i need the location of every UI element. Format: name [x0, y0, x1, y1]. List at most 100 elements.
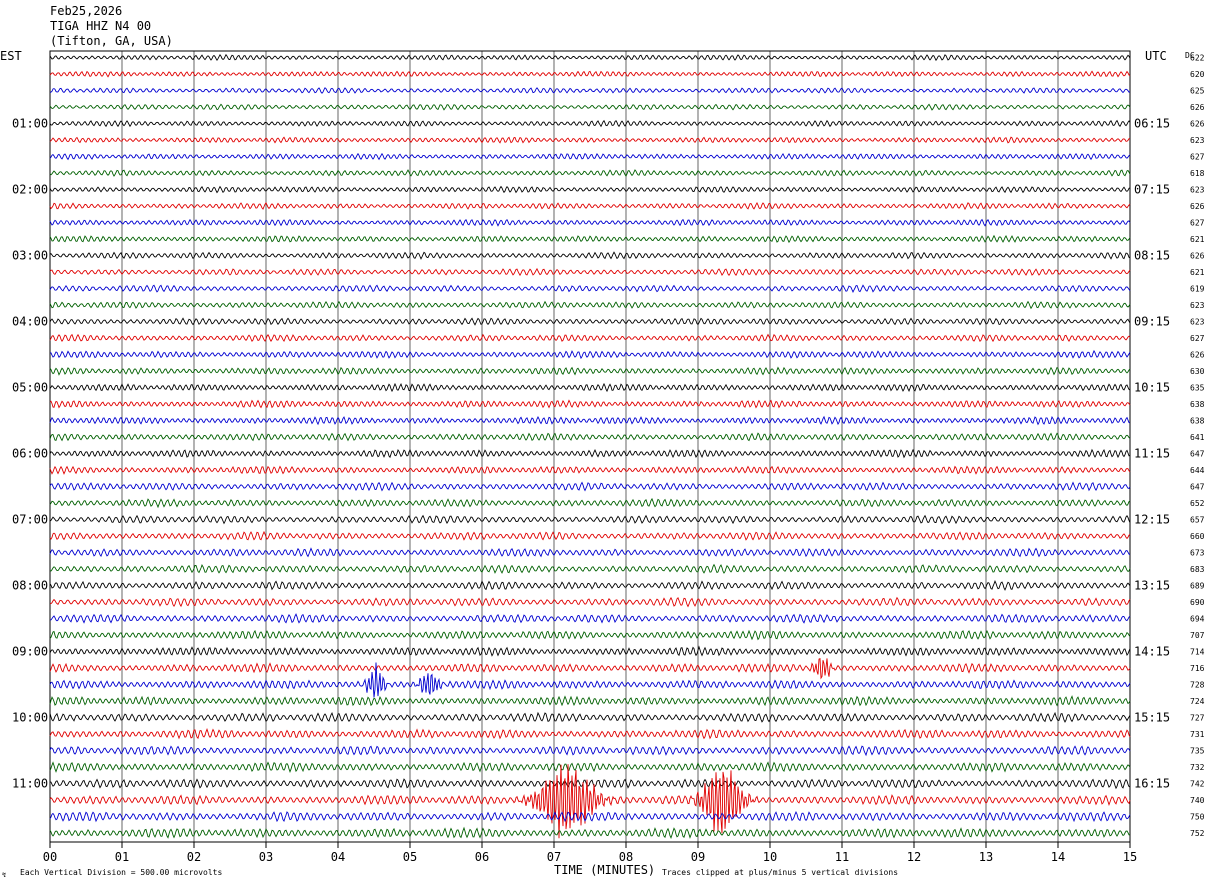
trace-5 — [49, 136, 1130, 144]
x-tick-label: 04 — [331, 850, 345, 864]
x-tick-label: 10 — [763, 850, 777, 864]
right-hour-label: 12:15 — [1134, 513, 1170, 527]
right-hour-label: 16:15 — [1134, 777, 1170, 791]
trace-41 — [49, 727, 1131, 740]
dc-header-label: DC — [1185, 51, 1195, 60]
left-hour-label: 03:00 — [12, 249, 48, 263]
trace-33 — [49, 596, 1131, 608]
trace-47 — [49, 826, 1131, 840]
dc-value: 694 — [1190, 615, 1205, 624]
x-tick-label: 15 — [1123, 850, 1137, 864]
x-tick-label: 09 — [691, 850, 705, 864]
trace-10 — [49, 218, 1131, 227]
trace-42 — [49, 745, 1131, 757]
dc-value: 683 — [1190, 565, 1205, 574]
right-timezone-label: UTC — [1145, 49, 1167, 63]
header-station: TIGA HHZ N4 00 — [50, 19, 151, 33]
trace-14 — [49, 284, 1131, 293]
header-location: (Tifton, GA, USA) — [50, 34, 173, 48]
clip-note: Traces clipped at plus/minus 5 vertical … — [662, 868, 898, 877]
dc-value: 690 — [1190, 598, 1205, 607]
x-tick-label: 12 — [907, 850, 921, 864]
dc-value: 742 — [1190, 780, 1205, 789]
dc-value: 731 — [1190, 730, 1205, 739]
trace-1 — [49, 70, 1131, 78]
dc-value: 626 — [1190, 252, 1205, 261]
trace-26 — [49, 481, 1131, 492]
trace-20 — [49, 382, 1131, 393]
trace-25 — [49, 465, 1131, 475]
trace-46 — [49, 811, 1131, 823]
trace-24 — [49, 448, 1131, 459]
dc-value: 641 — [1190, 433, 1205, 442]
x-tick-label: 01 — [115, 850, 129, 864]
dc-value: 625 — [1190, 87, 1205, 96]
right-hour-label: 11:15 — [1134, 447, 1170, 461]
footer-icon: ↯ — [2, 871, 6, 879]
trace-21 — [49, 399, 1131, 409]
dc-value: 724 — [1190, 697, 1205, 706]
dc-value: 619 — [1190, 285, 1205, 294]
trace-17 — [49, 333, 1131, 343]
dc-value: 660 — [1190, 532, 1205, 541]
right-hour-label: 13:15 — [1134, 579, 1170, 593]
dc-value: 638 — [1190, 417, 1205, 426]
dc-value: 714 — [1190, 648, 1205, 657]
dc-value: 652 — [1190, 499, 1205, 508]
trace-43 — [49, 761, 1131, 773]
right-hour-label: 07:15 — [1134, 183, 1170, 197]
dc-value: 689 — [1190, 582, 1205, 591]
right-hour-label: 14:15 — [1134, 645, 1170, 659]
x-tick-label: 02 — [187, 850, 201, 864]
dc-value: 630 — [1190, 367, 1205, 376]
trace-39 — [49, 695, 1131, 707]
right-hour-label: 06:15 — [1134, 117, 1170, 131]
dc-value: 732 — [1190, 763, 1205, 772]
trace-18 — [49, 349, 1131, 360]
dc-value: 752 — [1190, 829, 1205, 838]
trace-6 — [49, 152, 1131, 161]
left-hour-label: 05:00 — [12, 381, 48, 395]
trace-3 — [49, 103, 1131, 111]
left-hour-label: 06:00 — [12, 447, 48, 461]
x-tick-label: 06 — [475, 850, 489, 864]
dc-value: 657 — [1190, 516, 1205, 525]
dc-value: 626 — [1190, 120, 1205, 129]
trace-13 — [49, 267, 1131, 277]
dc-value: 647 — [1190, 450, 1205, 459]
dc-value: 622 — [1190, 54, 1205, 63]
left-timezone-label: EST — [0, 49, 22, 63]
trace-35 — [49, 629, 1131, 641]
x-tick-label: 14 — [1051, 850, 1065, 864]
right-hour-label: 09:15 — [1134, 315, 1170, 329]
dc-value: 623 — [1190, 301, 1205, 310]
seismic-traces — [49, 53, 1131, 840]
trace-27 — [49, 497, 1131, 509]
trace-37 — [49, 657, 1131, 680]
dc-value: 716 — [1190, 664, 1205, 673]
dc-value: 735 — [1190, 747, 1205, 756]
x-axis-label: TIME (MINUTES) — [554, 863, 655, 877]
trace-30 — [49, 547, 1131, 558]
dc-value: 627 — [1190, 153, 1205, 162]
trace-2 — [49, 87, 1131, 94]
left-hour-label: 02:00 — [12, 183, 48, 197]
trace-4 — [49, 119, 1131, 128]
left-hour-label: 11:00 — [12, 777, 48, 791]
trace-28 — [49, 514, 1131, 525]
dc-value: 647 — [1190, 483, 1205, 492]
dc-value: 644 — [1190, 466, 1205, 475]
vertical-gridlines — [121, 51, 1059, 842]
trace-23 — [49, 432, 1131, 442]
trace-31 — [49, 563, 1131, 574]
trace-36 — [49, 645, 1131, 657]
dc-value: 620 — [1190, 70, 1205, 79]
x-axis-ticks: 00 01 02 03 04 05 06 07 08 09 10 11 12 13 14 15 — [43, 842, 1137, 864]
trace-34 — [49, 613, 1131, 624]
x-tick-label: 00 — [43, 850, 57, 864]
x-tick-label: 13 — [979, 850, 993, 864]
dc-value: 623 — [1190, 186, 1205, 195]
x-tick-label: 07 — [547, 850, 561, 864]
left-hour-labels: 01:00 02:00 03:00 04:00 05:00 06:00 07:00 08:00… — [12, 117, 48, 791]
